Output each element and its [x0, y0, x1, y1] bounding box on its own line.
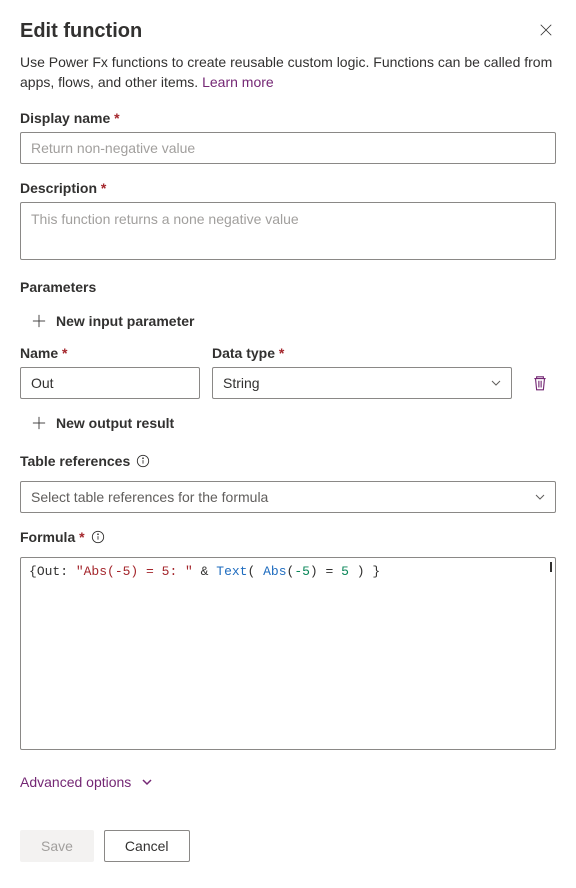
- code-token: Abs: [263, 564, 286, 579]
- code-token: (: [247, 564, 263, 579]
- new-input-parameter-label: New input parameter: [56, 313, 194, 329]
- close-icon: [539, 23, 553, 37]
- delete-parameter-button[interactable]: [531, 374, 549, 392]
- advanced-options-toggle[interactable]: Advanced options: [20, 774, 556, 790]
- code-token: 5: [341, 564, 349, 579]
- code-token: ) }: [349, 564, 380, 579]
- save-button[interactable]: Save: [20, 830, 94, 862]
- learn-more-link[interactable]: Learn more: [202, 74, 274, 90]
- parameters-heading: Parameters: [20, 279, 556, 295]
- code-token: {: [29, 564, 37, 579]
- param-type-value: String: [223, 375, 260, 391]
- page-title: Edit function: [20, 20, 142, 43]
- plus-icon: [32, 314, 46, 328]
- new-output-result-label: New output result: [56, 415, 174, 431]
- cancel-button[interactable]: Cancel: [104, 830, 190, 862]
- code-token: -5: [294, 564, 310, 579]
- code-token: :: [60, 564, 76, 579]
- plus-icon: [32, 416, 46, 430]
- description-input[interactable]: [20, 202, 556, 260]
- param-name-input[interactable]: [20, 367, 200, 399]
- code-token: "Abs(-5) = 5: ": [76, 564, 193, 579]
- table-references-label: Table references: [20, 453, 556, 469]
- parameter-row: Name Data type String: [20, 345, 556, 399]
- close-button[interactable]: [536, 20, 556, 40]
- formula-label: Formula: [20, 529, 556, 545]
- chevron-down-icon: [141, 776, 153, 788]
- param-type-select[interactable]: String: [212, 367, 512, 399]
- code-token: Out: [37, 564, 60, 579]
- info-icon[interactable]: [136, 454, 150, 468]
- table-references-select[interactable]: Select table references for the formula: [20, 481, 556, 513]
- param-name-label: Name: [20, 345, 200, 361]
- table-references-placeholder: Select table references for the formula: [31, 489, 268, 505]
- page-subtitle: Use Power Fx functions to create reusabl…: [20, 53, 556, 92]
- new-output-result-button[interactable]: New output result: [20, 409, 556, 437]
- description-label: Description: [20, 180, 556, 196]
- new-input-parameter-button[interactable]: New input parameter: [20, 307, 556, 335]
- info-icon[interactable]: [91, 530, 105, 544]
- table-references-text: Table references: [20, 453, 130, 469]
- param-type-label: Data type: [212, 345, 512, 361]
- formula-label-text: Formula: [20, 529, 85, 545]
- code-token: &: [193, 564, 216, 579]
- advanced-options-label: Advanced options: [20, 774, 131, 790]
- subtitle-text: Use Power Fx functions to create reusabl…: [20, 54, 552, 90]
- code-token: =: [318, 564, 341, 579]
- code-token: Text: [216, 564, 247, 579]
- code-token: ): [310, 564, 318, 579]
- display-name-label: Display name: [20, 110, 556, 126]
- display-name-input[interactable]: [20, 132, 556, 164]
- formula-editor[interactable]: {Out: "Abs(-5) = 5: " & Text( Abs(-5) = …: [20, 557, 556, 750]
